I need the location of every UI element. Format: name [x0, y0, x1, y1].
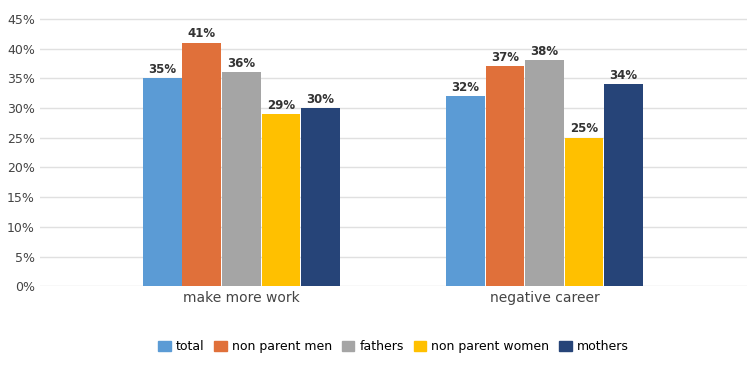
Bar — [301, 108, 340, 286]
Bar — [525, 61, 564, 286]
Text: 29%: 29% — [267, 98, 295, 112]
Bar — [446, 96, 485, 286]
Bar — [143, 78, 182, 286]
Bar — [182, 43, 221, 286]
Text: 41%: 41% — [188, 27, 216, 40]
Legend: total, non parent men, fathers, non parent women, mothers: total, non parent men, fathers, non pare… — [153, 335, 633, 358]
Bar — [565, 138, 603, 286]
Bar — [222, 72, 261, 286]
Text: 38%: 38% — [531, 45, 559, 58]
Text: 36%: 36% — [227, 57, 256, 70]
Bar — [262, 114, 300, 286]
Text: 30%: 30% — [307, 92, 335, 106]
Text: 37%: 37% — [491, 51, 519, 64]
Bar — [486, 66, 524, 286]
Text: 35%: 35% — [148, 63, 176, 76]
Bar — [604, 84, 643, 286]
Text: 32%: 32% — [452, 81, 480, 94]
Text: 25%: 25% — [570, 122, 598, 135]
Text: 34%: 34% — [610, 69, 638, 82]
